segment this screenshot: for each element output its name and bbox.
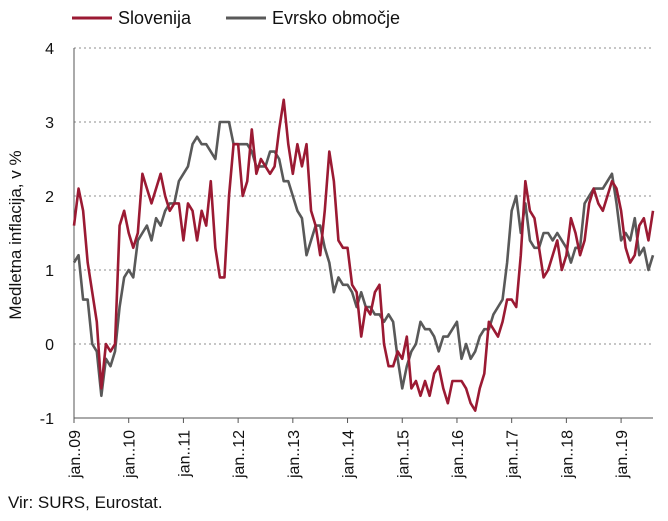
x-tick-label: jan..13 xyxy=(286,430,303,479)
y-axis-label: Medletna inflacija, v % xyxy=(6,150,25,319)
x-tick-label: jan..10 xyxy=(122,430,139,479)
x-tick-label: jan..17 xyxy=(505,430,522,479)
legend-label-slovenija: Slovenija xyxy=(118,8,192,28)
legend-label-evrsko-obmocje: Evrsko območje xyxy=(272,8,400,28)
y-tick-label: 1 xyxy=(45,263,54,280)
x-tick-label: jan..16 xyxy=(450,430,467,479)
y-tick-label: 2 xyxy=(45,189,54,206)
x-tick-label: jan..19 xyxy=(614,430,631,479)
legend: Slovenija Evrsko območje xyxy=(72,8,400,28)
x-tick-label: jan..18 xyxy=(559,430,576,479)
y-tick-label: 0 xyxy=(45,337,54,354)
y-tick-label: 4 xyxy=(45,41,54,58)
x-tick-label: jan..09 xyxy=(67,430,84,479)
source-note: Vir: SURS, Eurostat. xyxy=(8,493,163,512)
gridlines xyxy=(74,47,653,345)
series-lines xyxy=(72,98,655,412)
x-tick-label: jan..11 xyxy=(176,430,193,478)
axes xyxy=(73,48,653,419)
y-tick-label: -1 xyxy=(40,411,54,428)
x-tick-label: jan..12 xyxy=(231,430,248,479)
y-tick-label: 3 xyxy=(45,115,54,132)
x-tick-label: jan..15 xyxy=(395,430,412,479)
series-line-evrsko-obmocje xyxy=(72,120,655,398)
y-tick-labels: -1 0 1 2 3 4 xyxy=(40,41,54,428)
x-tick-label: jan..14 xyxy=(341,430,358,479)
x-tick-labels: jan..09 jan..10 jan..11 jan..12 jan..13 jan..… xyxy=(67,418,631,479)
series-line-slovenija xyxy=(72,98,655,412)
